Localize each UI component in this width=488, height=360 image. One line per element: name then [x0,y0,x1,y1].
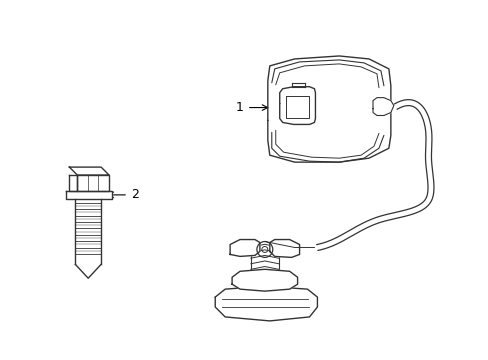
Polygon shape [215,286,317,321]
Polygon shape [279,87,315,125]
Polygon shape [69,175,77,191]
Polygon shape [69,167,109,175]
Polygon shape [230,239,259,256]
Polygon shape [232,269,297,291]
Text: 1: 1 [236,101,267,114]
Polygon shape [267,56,390,162]
Text: 2: 2 [108,188,139,201]
Polygon shape [77,175,109,191]
Polygon shape [372,98,393,116]
Polygon shape [66,191,112,199]
Polygon shape [269,239,299,257]
